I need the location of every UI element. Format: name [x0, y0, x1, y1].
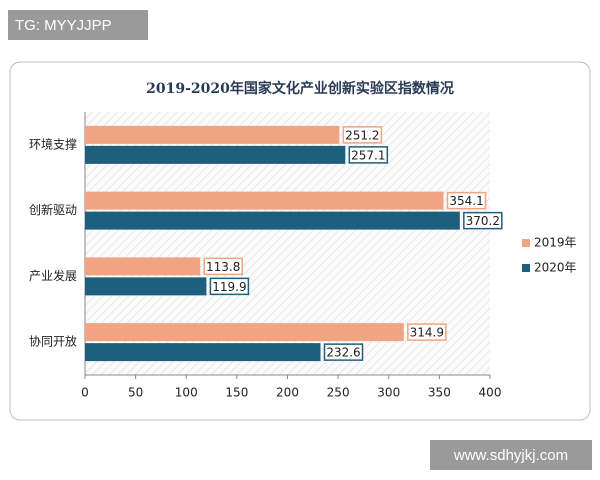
data-label: 257.1	[351, 148, 385, 162]
bar	[85, 323, 404, 342]
x-tick-label: 350	[428, 386, 451, 400]
x-tick-label: 200	[276, 386, 299, 400]
data-label-box	[209, 277, 250, 296]
watermark: TG: MYYJJPP	[15, 17, 112, 34]
legend-swatch	[522, 239, 530, 247]
x-tick-label: 100	[175, 386, 198, 400]
y-tick-label: 环境支撑	[29, 136, 77, 151]
data-label: 354.1	[449, 194, 483, 208]
x-tick-label: 300	[377, 386, 400, 400]
x-tick-label: 250	[327, 386, 350, 400]
data-label-box	[348, 146, 389, 164]
data-label: 232.6	[326, 346, 360, 360]
x-tick-label: 50	[128, 386, 143, 400]
y-tick-label: 协同开放	[29, 334, 77, 349]
watermark: www.sdhyjkj.com	[453, 447, 568, 464]
bar	[85, 191, 444, 210]
data-label: 251.2	[345, 128, 379, 142]
data-label: 314.9	[410, 326, 444, 340]
data-label-box	[463, 211, 503, 230]
x-tick-label: 0	[81, 386, 89, 400]
data-label-box	[203, 257, 243, 276]
watermark-box	[8, 10, 148, 40]
x-tick-label: 150	[225, 386, 248, 400]
chart-title: 2019-2020年国家文化产业创新实验区指数情况	[146, 80, 454, 97]
plot: 0 50 100 150 200 250 300 350 400 环境支撑 251.2 257.1 创新…	[29, 112, 577, 400]
legend-label: 2019年	[534, 236, 577, 250]
bar	[85, 211, 460, 230]
legend-swatch	[522, 264, 530, 272]
watermark-box	[430, 440, 592, 470]
data-label: 113.8	[206, 260, 240, 274]
bar	[85, 125, 340, 144]
legend-label: 2020年	[534, 261, 577, 275]
bar	[85, 343, 321, 362]
y-tick-label: 创新驱动	[29, 202, 77, 217]
data-label-box	[342, 126, 383, 144]
data-label: 370.2	[466, 214, 500, 228]
y-tick-label: 产业发展	[29, 268, 77, 283]
x-tick-label: 400	[479, 386, 502, 400]
data-label-box	[407, 323, 447, 341]
bar	[85, 145, 346, 164]
data-label: 119.9	[212, 280, 246, 294]
bar	[85, 277, 207, 296]
bar	[85, 257, 201, 276]
data-label-box	[446, 191, 487, 210]
data-label-box	[323, 343, 364, 361]
